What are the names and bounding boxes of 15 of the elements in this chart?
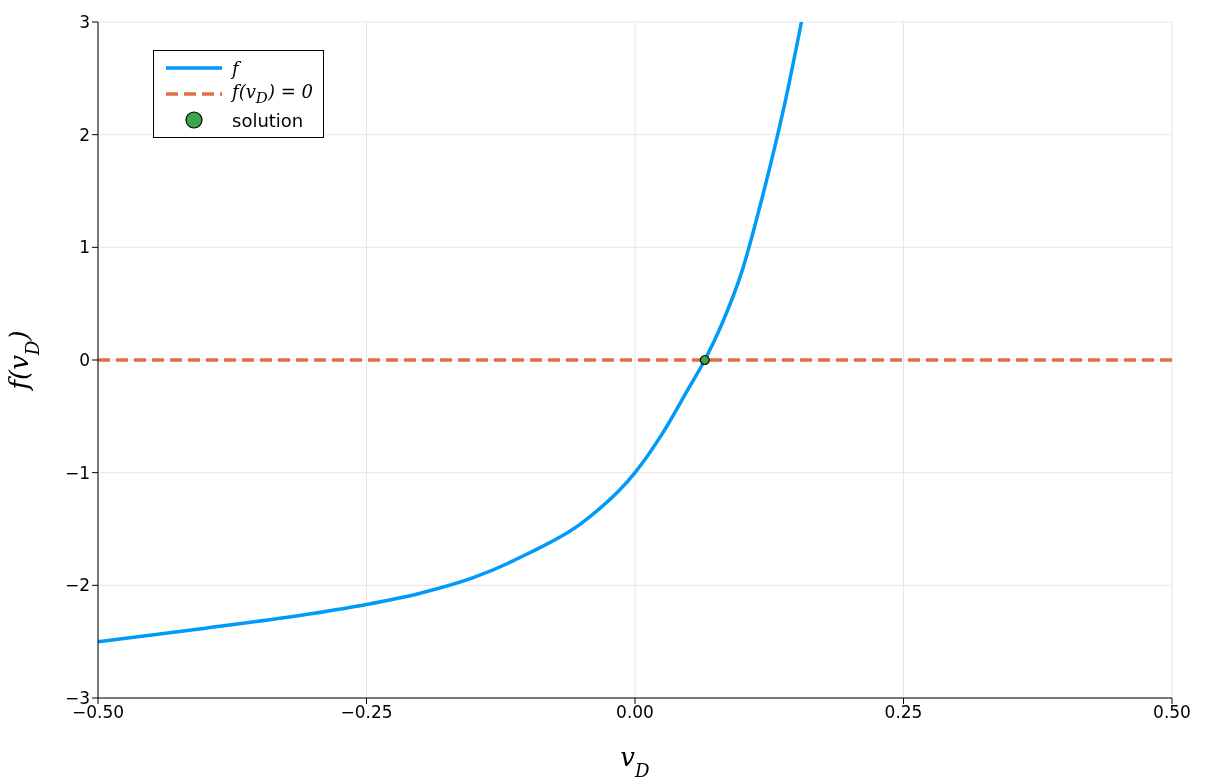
x-tick-label: 0.50 <box>1153 702 1191 723</box>
line-series <box>98 22 804 644</box>
x-axis-title: v$_{D}$ <box>620 742 651 780</box>
legend-label: solution <box>232 109 304 131</box>
y-tick-label: 0 <box>79 350 90 371</box>
y-tick-label: 2 <box>79 124 90 145</box>
y-tick-label: −1 <box>64 462 90 483</box>
y-tick-label: 1 <box>79 237 90 258</box>
y-tick-label: −2 <box>64 575 90 596</box>
legend-label: f(v$_{D}$) = 0 <box>232 81 313 107</box>
x-tick-label: −0.25 <box>340 702 393 723</box>
x-tick-label: 0.00 <box>616 702 654 723</box>
x-tick-label: 0.25 <box>884 702 923 723</box>
legend-label: f <box>232 57 239 79</box>
y-tick-label: 3 <box>79 12 90 33</box>
